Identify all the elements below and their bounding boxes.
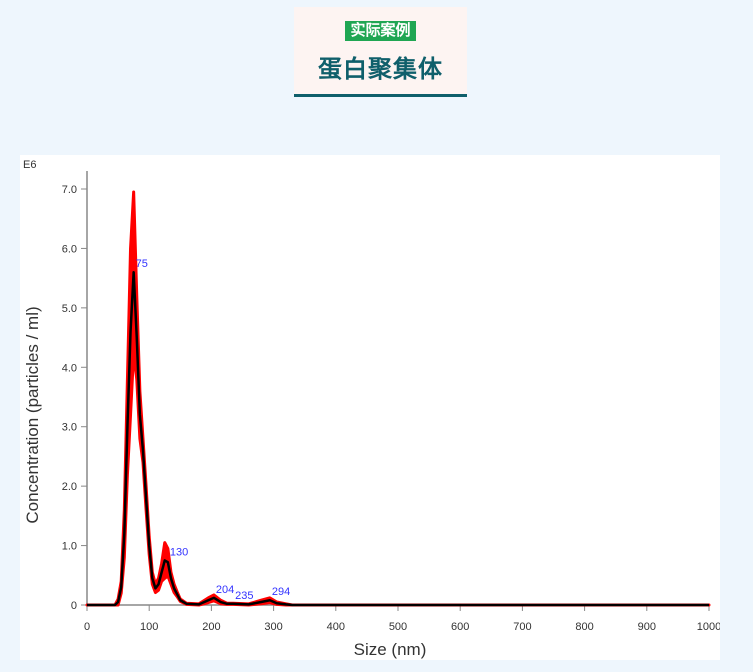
y-tick-label: 6.0 <box>62 243 77 255</box>
y-tick-label: 0 <box>71 600 77 612</box>
x-tick-label: 500 <box>389 621 407 633</box>
x-tick-label: 200 <box>202 621 220 633</box>
error-band <box>85 190 711 607</box>
x-tick-label: 700 <box>513 621 531 633</box>
size-distribution-chart: E6 Size (nm) Concentration (particles / … <box>20 155 721 660</box>
x-tick-label: 300 <box>264 621 282 633</box>
x-tick-label: 400 <box>327 621 345 633</box>
peak-label: 75 <box>136 258 148 270</box>
x-tick-label: 900 <box>638 621 656 633</box>
x-tick-label: 1000 <box>697 621 720 633</box>
section-header: 实际案例 蛋白聚集体 <box>294 7 467 97</box>
x-tick-label: 100 <box>140 621 158 633</box>
y-tick-label: 4.0 <box>62 362 77 374</box>
peak-label: 204 <box>216 584 234 596</box>
mean-curve <box>87 270 709 607</box>
y-tick-label: 3.0 <box>62 422 77 434</box>
page-title: 蛋白聚集体 <box>318 56 443 83</box>
x-tick-label: 800 <box>575 621 593 633</box>
y-tick-label: 1.0 <box>62 541 77 553</box>
peak-label: 130 <box>170 546 188 558</box>
y-axis-label: Concentration (particles / ml) <box>23 306 42 523</box>
y-tick-label: 7.0 <box>62 184 77 196</box>
x-tick-label: 600 <box>451 621 469 633</box>
peak-label: 235 <box>235 590 253 602</box>
chart-svg: E6 Size (nm) Concentration (particles / … <box>23 159 721 659</box>
x-tick-label: 0 <box>84 621 90 633</box>
y-tick-label: 5.0 <box>62 303 77 315</box>
x-axis-label: Size (nm) <box>354 640 427 659</box>
case-tag: 实际案例 <box>345 21 416 41</box>
peak-label: 294 <box>272 586 290 598</box>
y-tick-label: 2.0 <box>62 481 77 493</box>
multiplier-label: E6 <box>23 159 36 171</box>
